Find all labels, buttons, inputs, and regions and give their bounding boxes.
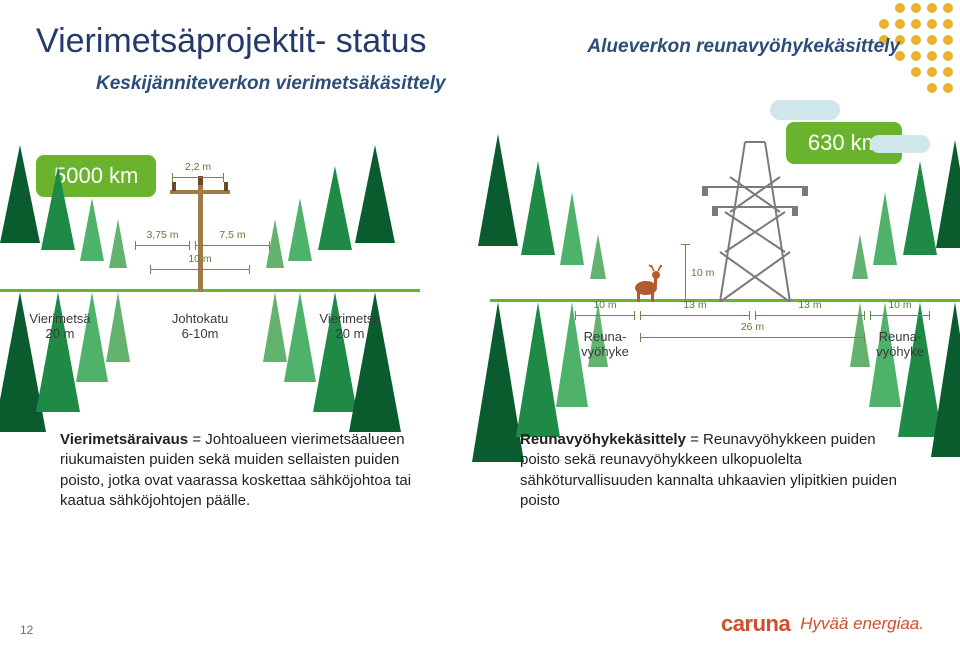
dimline: 13 m: [640, 315, 750, 316]
footer-logo: caruna Hyvää energiaa.: [721, 611, 924, 637]
tower-icon: [700, 132, 810, 302]
dimline: 3,75 m: [135, 245, 190, 246]
dimline: 10 m: [870, 315, 930, 316]
dimline: 10 m: [575, 315, 635, 316]
cloud-icon: [870, 135, 930, 153]
paragraph-left: Vierimetsäraivaus = Johtoalueen vierimet…: [60, 430, 440, 511]
dimline: 2,2 m: [172, 177, 224, 178]
cloud-icon: [770, 100, 840, 120]
dimline: 26 m: [640, 337, 865, 338]
deer-icon: [628, 262, 662, 302]
dimline: 10 m: [150, 269, 250, 270]
label-reuna-l: Reuna-vyöhyke: [565, 329, 645, 360]
dimline: 13 m: [755, 315, 865, 316]
label-johtokatu: Johtokatu6-10m: [155, 311, 245, 342]
label-reuna-r: Reuna-vyöhyke: [860, 329, 940, 360]
brand-text: caruna: [721, 611, 790, 637]
dimline: 7,5 m: [195, 245, 270, 246]
label-vierimetsa-r: Vierimetsä20 m: [300, 311, 400, 342]
page-number: 12: [20, 623, 33, 637]
paragraph-right: Reunavyöhykekäsittely = Reunavyöhykkeen …: [520, 430, 900, 511]
tagline-text: Hyvää energiaa.: [800, 614, 924, 634]
diagram-right: 10 m 10 m 13 m 13 m 10 m 26 m Re: [490, 80, 960, 360]
subtitle-right: Alueverkon reunavyöhykekäsittely: [587, 36, 900, 58]
label-vierimetsa-l: Vierimetsä20 m: [10, 311, 110, 342]
diagram-left: 2,2 m 3,75 m 7,5 m 10 m Vierimetsä20 m J…: [0, 110, 420, 350]
dimline-vertical: 10 m: [685, 244, 686, 302]
slide: Vierimetsäprojektit- status Keskijännite…: [0, 0, 960, 651]
